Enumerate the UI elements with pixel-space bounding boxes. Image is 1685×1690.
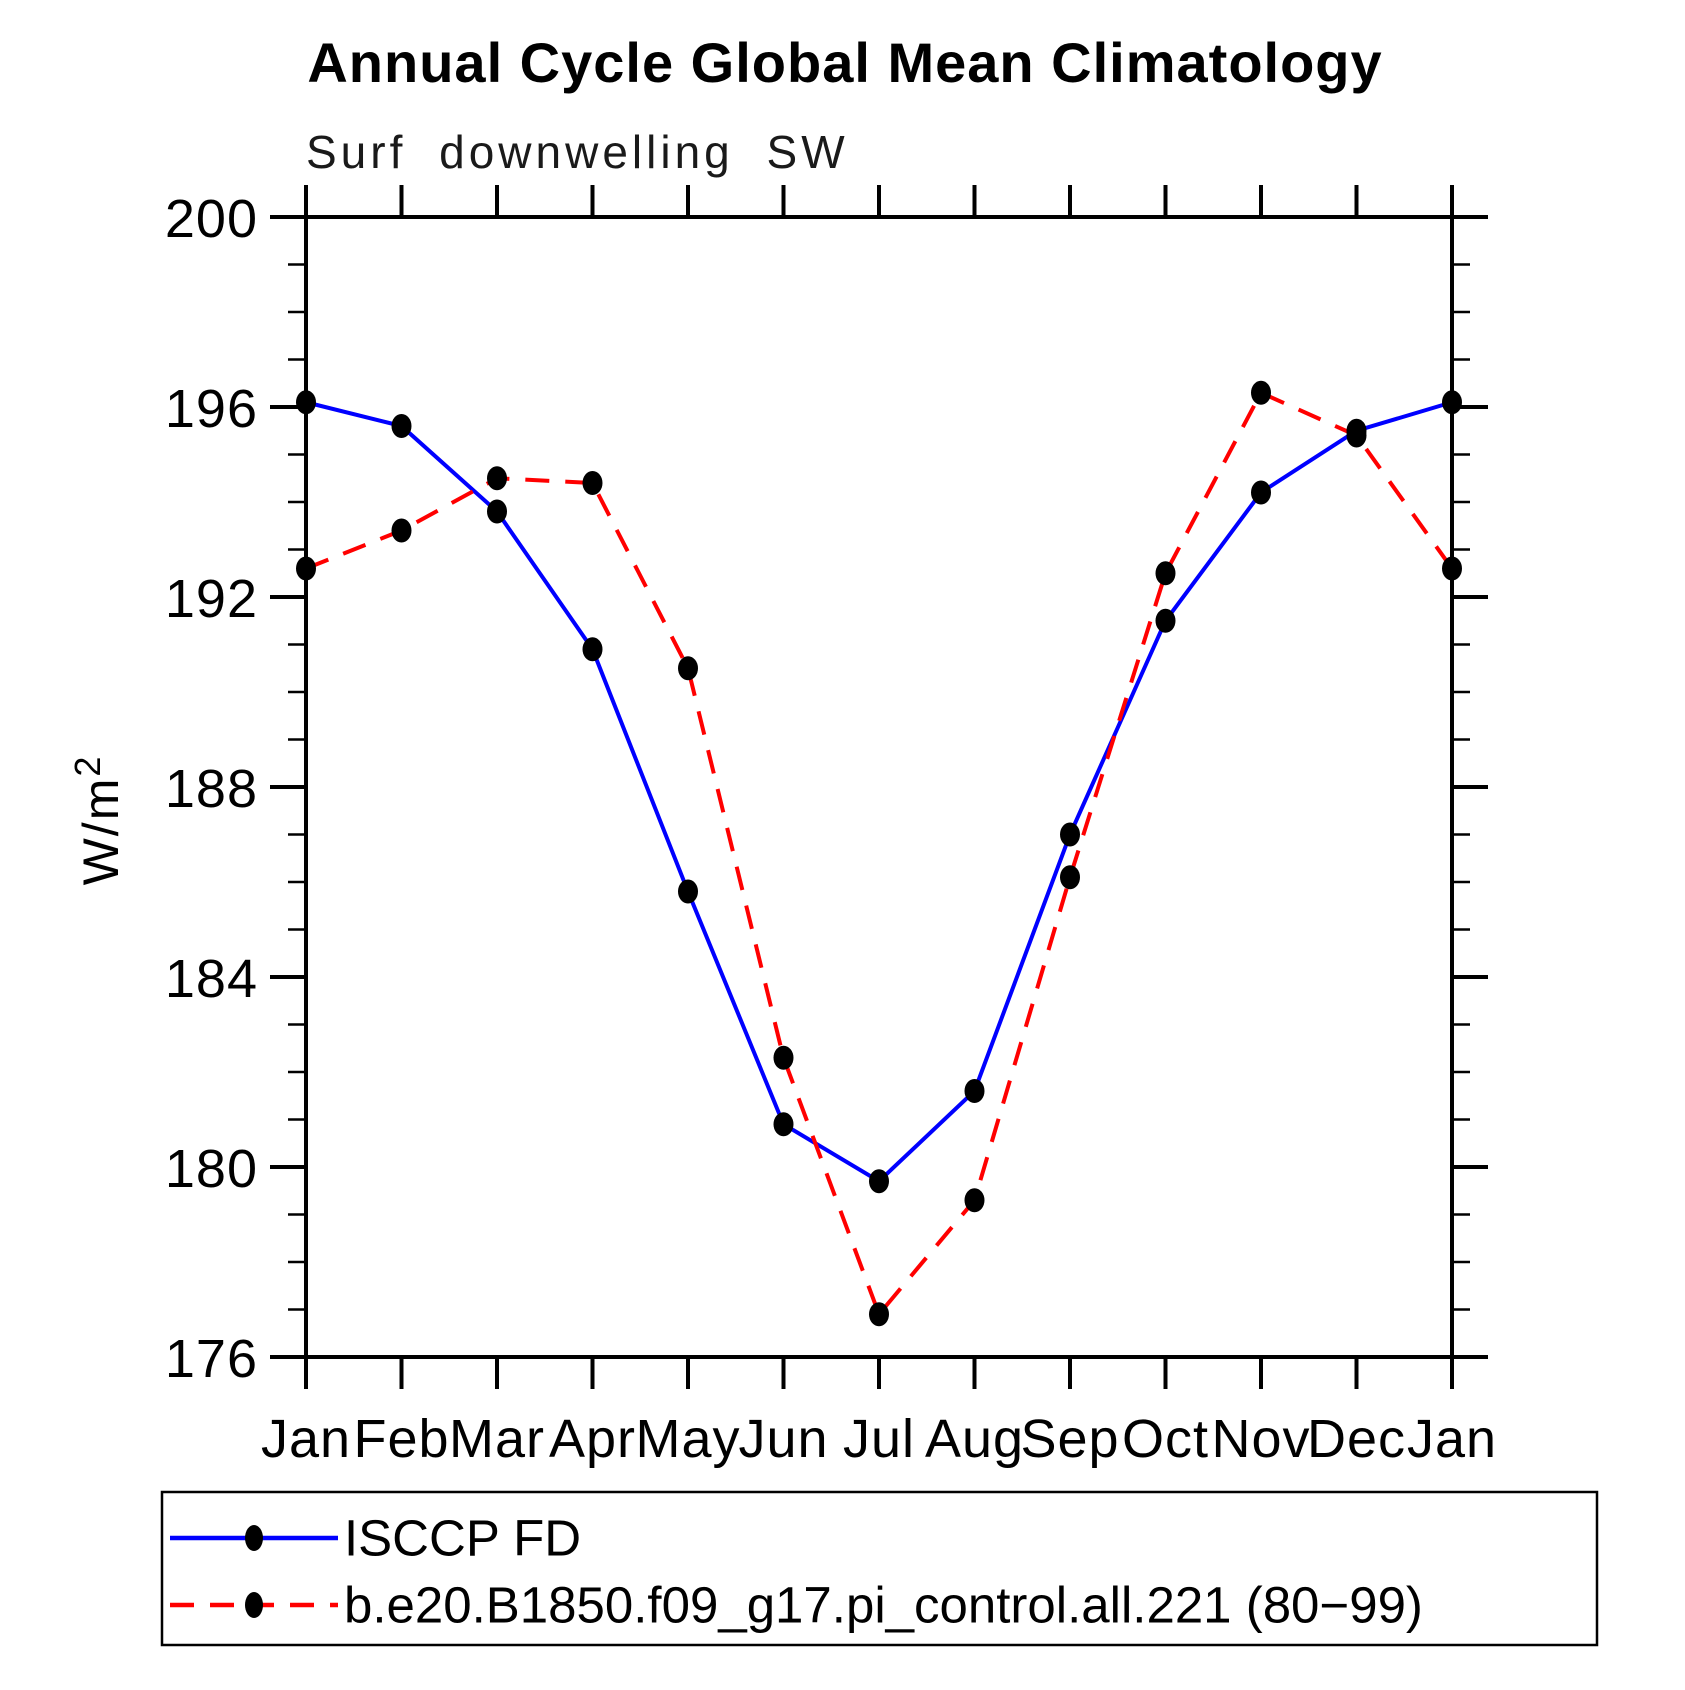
legend-label-isccp-fd: ISCCP FD <box>344 1510 581 1567</box>
data-point <box>296 556 316 581</box>
month-label: Dec <box>1307 1409 1406 1469</box>
month-label: Aug <box>925 1409 1024 1469</box>
data-point <box>1251 380 1271 405</box>
data-point <box>391 414 412 438</box>
data-point <box>582 471 603 495</box>
legend-sample-marker <box>245 1592 263 1618</box>
data-point <box>869 1302 889 1327</box>
data-point <box>1155 608 1176 633</box>
legend-label-model-run: b.e20.B1850.f09_g17.pi_control.all.221 (… <box>344 1577 1423 1634</box>
data-point <box>1346 423 1367 448</box>
data-point <box>964 1079 985 1103</box>
data-point <box>773 1045 794 1070</box>
data-point <box>1060 865 1080 890</box>
chart-title: Annual Cycle Global Mean Climatology <box>307 31 1382 94</box>
legend-box <box>160 1490 1599 1647</box>
legend-samples <box>170 1525 338 1618</box>
data-point <box>582 637 603 662</box>
data-point <box>678 656 698 681</box>
chart-subtitle: Surf downwelling SW <box>306 126 849 178</box>
data-point <box>1251 480 1271 505</box>
y-tick-label: 200 <box>165 189 258 249</box>
y-tick-label: 180 <box>165 1139 258 1199</box>
month-label: Mar <box>449 1409 545 1469</box>
data-point <box>1442 556 1462 581</box>
data-point <box>1155 561 1176 586</box>
month-label: Feb <box>353 1409 449 1469</box>
month-label: Jan <box>261 1409 351 1469</box>
data-point <box>964 1188 985 1213</box>
month-label: May <box>635 1409 740 1469</box>
y-tick-label: 192 <box>165 569 258 629</box>
y-tick-label: 176 <box>165 1329 258 1389</box>
data-point <box>296 390 316 415</box>
data-point <box>773 1112 794 1137</box>
month-label: Nov <box>1211 1409 1310 1469</box>
y-tick-label: 188 <box>165 759 258 819</box>
data-point <box>1442 390 1462 415</box>
month-label: Sep <box>1020 1409 1119 1469</box>
month-label: Jul <box>843 1409 915 1469</box>
data-point <box>1060 822 1080 847</box>
month-label: Apr <box>549 1409 636 1469</box>
month-label: Oct <box>1122 1409 1209 1469</box>
data-point <box>678 879 698 904</box>
data-point <box>391 518 412 543</box>
y-axis-label: W/m2 <box>67 755 129 886</box>
data-point <box>869 1169 889 1194</box>
y-axis-label-base: W/m <box>73 777 129 886</box>
month-label: Jun <box>738 1409 828 1469</box>
legend: ISCCP FD b.e20.B1850.f09_g17.pi_control.… <box>160 1490 1599 1647</box>
y-tick-label: 196 <box>165 379 258 439</box>
legend-sample-marker <box>245 1525 263 1551</box>
data-point <box>487 466 507 491</box>
month-label: Jan <box>1407 1409 1497 1469</box>
data-point <box>487 499 507 524</box>
y-axis-label-superscript: 2 <box>67 755 108 777</box>
y-tick-label: 184 <box>165 949 258 1009</box>
